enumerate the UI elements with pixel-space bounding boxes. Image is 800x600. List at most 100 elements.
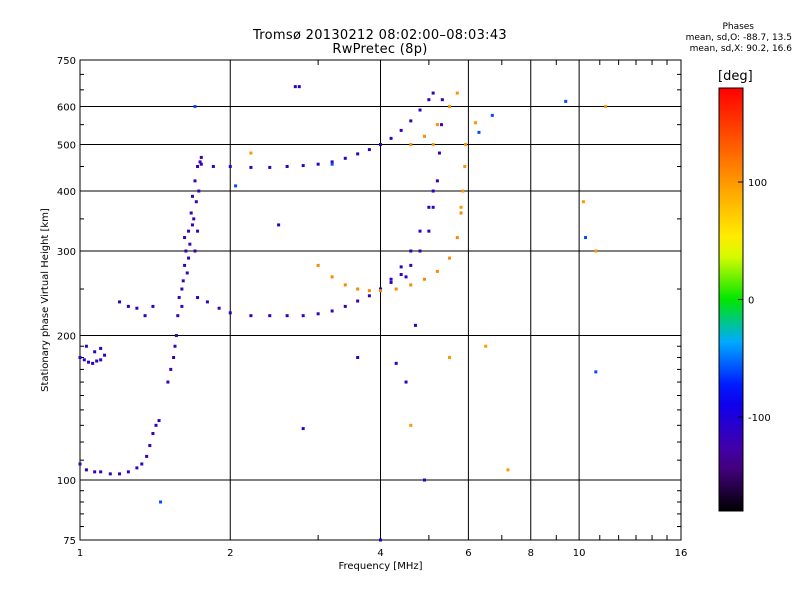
data-point: [173, 344, 177, 348]
data-point: [594, 370, 598, 374]
data-point: [217, 306, 221, 310]
data-point: [285, 164, 289, 168]
data-point: [564, 99, 568, 103]
data-point: [448, 105, 452, 109]
colorbar-tick-label: 0: [748, 296, 754, 307]
data-point: [190, 194, 194, 198]
data-point: [190, 223, 194, 227]
data-point: [82, 358, 86, 362]
data-point: [199, 162, 203, 166]
data-point: [379, 538, 382, 542]
data-point: [301, 314, 305, 318]
data-point: [192, 217, 196, 221]
chart-title-line1: Tromsø 20130212 08:02:00–08:03:43: [252, 28, 508, 43]
data-point: [249, 151, 253, 155]
data-point: [277, 223, 281, 227]
data-point: [455, 91, 459, 95]
data-point: [84, 344, 88, 348]
data-point: [356, 152, 360, 156]
data-point: [440, 98, 444, 102]
data-point: [196, 296, 200, 300]
data-point: [459, 211, 463, 215]
data-point: [151, 304, 155, 308]
data-point: [431, 189, 435, 193]
data-point: [189, 211, 193, 215]
data-point: [188, 242, 192, 246]
data-point: [484, 344, 488, 348]
x-tick-label: 4: [377, 548, 383, 559]
data-point: [490, 113, 494, 117]
data-point: [78, 462, 82, 466]
data-point: [285, 314, 289, 318]
data-point: [418, 229, 422, 233]
data-point: [297, 85, 301, 89]
data-point: [461, 189, 465, 193]
data-point: [183, 263, 187, 267]
data-point: [422, 277, 426, 281]
x-tick-label: 8: [528, 548, 534, 559]
data-point: [455, 236, 459, 240]
data-point: [157, 419, 161, 423]
data-point: [108, 472, 112, 476]
data-point: [431, 143, 435, 147]
data-point: [409, 263, 413, 267]
data-point: [459, 205, 463, 209]
data-point: [427, 205, 431, 209]
data-point: [148, 444, 152, 448]
chart-title-line2: RwPretec (8p): [332, 42, 428, 57]
data-point: [176, 314, 180, 318]
data-point: [356, 355, 360, 359]
data-point: [477, 130, 481, 134]
data-point: [99, 346, 103, 350]
data-point: [316, 263, 320, 267]
data-point: [409, 143, 413, 147]
data-point: [181, 279, 185, 283]
data-point: [379, 287, 382, 291]
x-tick-label: 2: [227, 548, 233, 559]
data-point: [409, 119, 413, 123]
data-point: [95, 359, 99, 363]
data-point: [301, 427, 305, 431]
data-point: [193, 249, 197, 253]
data-point: [93, 470, 97, 474]
data-point: [435, 123, 439, 127]
data-point: [293, 85, 297, 89]
stats-o-mode: mean, sd,O: -88.7, 13.5: [685, 33, 792, 43]
y-tick-label: 500: [57, 141, 76, 152]
data-point: [103, 353, 107, 357]
data-point: [427, 229, 431, 233]
data-point: [367, 148, 371, 152]
data-point: [177, 296, 181, 300]
data-point: [330, 275, 334, 279]
data-point: [196, 164, 200, 168]
data-point: [330, 309, 334, 313]
data-point: [435, 269, 439, 273]
data-point: [422, 134, 426, 138]
data-point: [169, 367, 173, 371]
data-point: [268, 165, 272, 169]
data-point: [343, 304, 347, 308]
data-point: [394, 361, 398, 365]
data-point: [301, 164, 305, 168]
data-point: [418, 108, 422, 112]
data-point: [197, 189, 201, 193]
colorbar-tick-label: 100: [748, 178, 767, 189]
data-point: [234, 184, 238, 188]
data-point: [193, 179, 197, 183]
data-point: [151, 432, 155, 436]
data-point: [196, 229, 200, 233]
data-point: [145, 454, 149, 458]
y-tick-label: 300: [57, 247, 76, 258]
data-point: [126, 470, 130, 474]
data-point: [581, 200, 585, 204]
data-point: [99, 470, 103, 474]
data-point: [330, 162, 334, 166]
data-point: [93, 350, 97, 354]
x-tick-label: 6: [465, 548, 471, 559]
data-point: [409, 423, 413, 427]
x-tick-label: 16: [675, 548, 688, 559]
data-point: [473, 121, 477, 125]
data-point: [367, 294, 371, 298]
data-point: [91, 361, 95, 365]
